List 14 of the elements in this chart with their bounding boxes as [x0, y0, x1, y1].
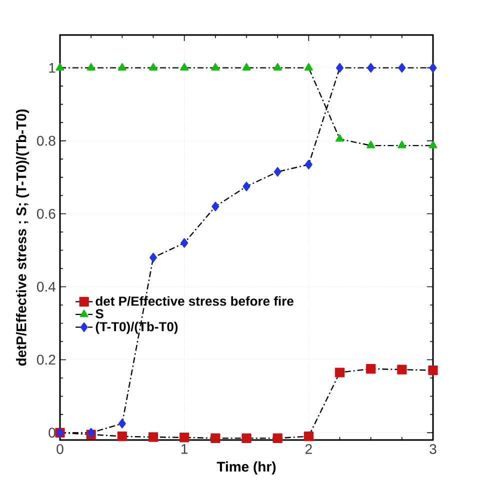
legend-label: (T-T0)/(Tb-T0) [96, 322, 178, 334]
x-tick-label: 1 [182, 444, 188, 454]
y-tick-label: 0.4 [37, 282, 56, 292]
legend-label: S [96, 309, 104, 318]
y-tick-label: 1 [49, 63, 56, 73]
legend-label: det P/Effective stress before fire [96, 296, 294, 306]
x-axis-title: Time (hr) [216, 461, 276, 474]
y-axis-title: detP/Effective stress ; S; (T-T0)/(Tb-T0) [16, 109, 30, 366]
y-tick-label: 0.6 [37, 208, 56, 219]
y-tick-label: 0.8 [37, 136, 56, 146]
x-tick-label: 2 [305, 444, 312, 454]
x-tick-label: 3 [430, 444, 436, 454]
x-tick-label: 0 [56, 444, 64, 454]
y-tick-label: 0.2 [37, 354, 56, 365]
